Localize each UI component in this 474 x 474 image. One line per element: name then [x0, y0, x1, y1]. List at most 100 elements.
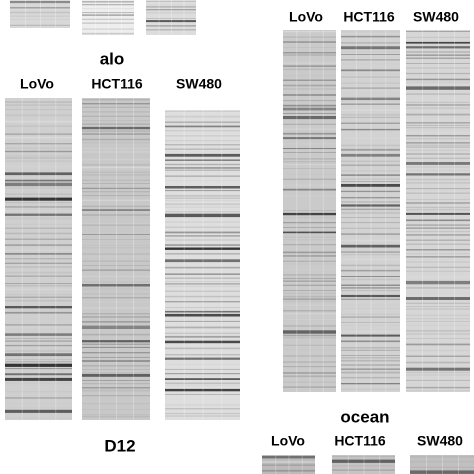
lane-streak	[40, 0, 41, 28]
gel-band	[5, 262, 72, 264]
gel-band	[165, 111, 240, 112]
gel-band	[5, 306, 72, 309]
gel-band	[5, 327, 72, 328]
gel-band	[406, 101, 470, 103]
gel-band	[10, 7, 70, 9]
gel-band	[406, 266, 470, 268]
gel-band	[341, 227, 400, 229]
gel-band	[341, 239, 400, 242]
lane-streak	[158, 0, 160, 35]
gel-band	[82, 154, 150, 156]
gel-band	[5, 238, 72, 240]
gel-band	[283, 88, 336, 90]
gel-band	[165, 378, 240, 380]
gel-band	[82, 356, 150, 358]
gel-band	[5, 338, 72, 339]
gel-band	[165, 277, 240, 279]
gel-band	[82, 260, 150, 262]
gel-band	[146, 25, 196, 27]
gel-band	[5, 160, 72, 162]
gel-band	[146, 6, 196, 8]
gel-band	[283, 263, 336, 265]
gel-band	[5, 213, 72, 216]
gel-band	[341, 148, 400, 151]
gel-band	[283, 231, 336, 234]
gel-band	[82, 120, 150, 122]
gel-band	[341, 35, 400, 38]
gel-band	[406, 234, 470, 236]
gel-band	[82, 138, 150, 141]
gel-band	[165, 326, 240, 329]
gel-band	[5, 377, 72, 381]
gel-band	[406, 212, 470, 215]
gel-band	[341, 201, 400, 203]
gel-band	[82, 106, 150, 108]
gel-band	[283, 375, 336, 378]
gel-band	[341, 294, 400, 298]
gel-band	[82, 194, 150, 197]
gel-band	[5, 249, 72, 251]
gel-band	[406, 355, 470, 357]
gel-band	[406, 149, 470, 151]
gel-band	[10, 11, 70, 14]
lane-streak	[21, 98, 23, 420]
gel-band	[165, 206, 240, 208]
gel-band	[165, 394, 240, 395]
gel-band	[82, 4, 134, 6]
gel-band	[146, 4, 196, 6]
gel-band	[341, 244, 400, 248]
gel-band	[165, 368, 240, 370]
lane-label: SW480	[417, 433, 463, 449]
gel-band	[5, 258, 72, 260]
gel-band	[5, 202, 72, 204]
gel-band	[5, 353, 72, 357]
gel-band	[406, 146, 470, 148]
gel-lane	[146, 0, 196, 35]
gel-band	[406, 333, 470, 335]
panel-title: alo	[100, 49, 125, 68]
gel-band	[82, 115, 150, 117]
gel-band	[406, 122, 470, 124]
gel-band	[283, 200, 336, 202]
gel-band	[406, 46, 470, 49]
gel-band	[82, 307, 150, 309]
gel-band	[341, 334, 400, 337]
gel-band	[341, 46, 400, 50]
gel-band	[341, 97, 400, 101]
gel-band	[5, 206, 72, 208]
gel-band	[341, 383, 400, 385]
gel-band	[165, 253, 240, 255]
gel-band	[165, 195, 240, 197]
gel-band	[283, 227, 336, 228]
gel-band	[82, 28, 134, 30]
gel-band	[283, 295, 336, 298]
gel-band	[283, 41, 336, 43]
gel-band	[341, 313, 400, 315]
gel-band	[5, 99, 72, 100]
gel-band	[406, 227, 470, 229]
gel-band	[146, 1, 196, 2]
gel-band	[283, 319, 336, 321]
gel-band	[165, 295, 240, 298]
gel-band	[406, 162, 470, 165]
gel-band	[341, 253, 400, 256]
gel-band	[406, 343, 470, 346]
gel-band	[82, 365, 150, 367]
gel-band	[82, 380, 150, 381]
gel-band	[283, 337, 336, 339]
gel-band	[406, 253, 470, 255]
gel-band	[82, 12, 134, 14]
gel-band	[341, 269, 400, 272]
gel-band	[283, 68, 336, 71]
gel-band	[82, 408, 150, 411]
gel-band	[165, 307, 240, 309]
gel-band	[341, 51, 400, 53]
gel-band	[341, 92, 400, 94]
gel-band	[283, 148, 336, 149]
gel-band	[5, 277, 72, 279]
gel-band	[283, 178, 336, 180]
gel-band	[165, 159, 240, 161]
lane-streak	[275, 455, 277, 474]
gel-band	[5, 114, 72, 117]
